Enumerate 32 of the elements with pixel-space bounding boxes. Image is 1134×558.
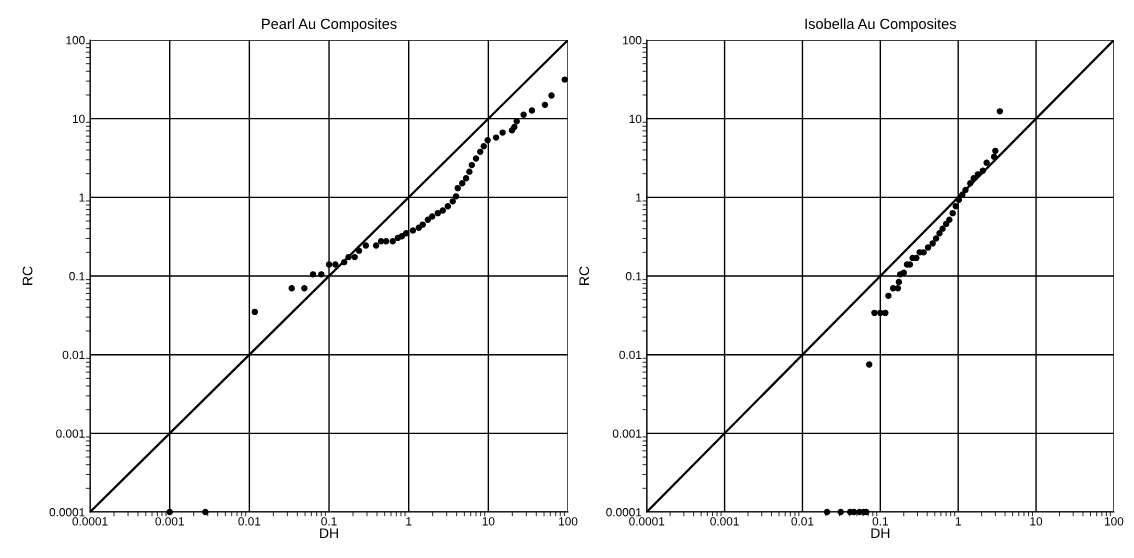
x-axis-title: DH (320, 528, 338, 538)
y-tick-label: 10 (72, 114, 85, 124)
x-tick-label: 0.001 (710, 517, 739, 526)
y-tick-label: 0.01 (62, 350, 85, 360)
x-tick-label: 0.01 (791, 517, 814, 526)
y-tick-label: 0.001 (612, 429, 642, 438)
x-tick-label: 10 (1030, 517, 1043, 526)
y-axis-title: RC (579, 266, 590, 285)
y-axis-title: RC (22, 266, 33, 285)
y-tick-label: 1 (79, 193, 85, 202)
y-tick-label: 0.1 (69, 272, 85, 281)
x-tick-label: 100 (1104, 517, 1124, 526)
x-tick-label: 1 (955, 517, 961, 526)
y-tick-label: 1 (636, 193, 642, 202)
chart-title: Pearl Au Composites (262, 18, 397, 32)
x-tick-label: 1 (406, 517, 412, 526)
y-tick-label: 0.001 (56, 429, 85, 438)
x-tick-label: 10 (482, 517, 495, 526)
chart-title: Isobella Au Composites (805, 18, 956, 32)
y-tick-label: 0.1 (625, 272, 642, 281)
x-tick-label: 0.1 (872, 517, 888, 526)
x-tick-label: 0.01 (238, 517, 261, 526)
x-tick-label: 100 (559, 517, 578, 526)
x-axis-title: DH (871, 528, 890, 538)
y-tick-label: 100 (66, 36, 85, 45)
y-tick-label: 0.0001 (606, 508, 642, 517)
y-tick-label: 100 (623, 36, 642, 45)
y-tick-label: 0.01 (619, 350, 642, 360)
y-tick-label: 0.0001 (49, 508, 85, 517)
x-tick-label: 0.001 (155, 517, 184, 526)
x-tick-label: 0.1 (321, 517, 337, 526)
y-tick-label: 10 (629, 114, 642, 124)
